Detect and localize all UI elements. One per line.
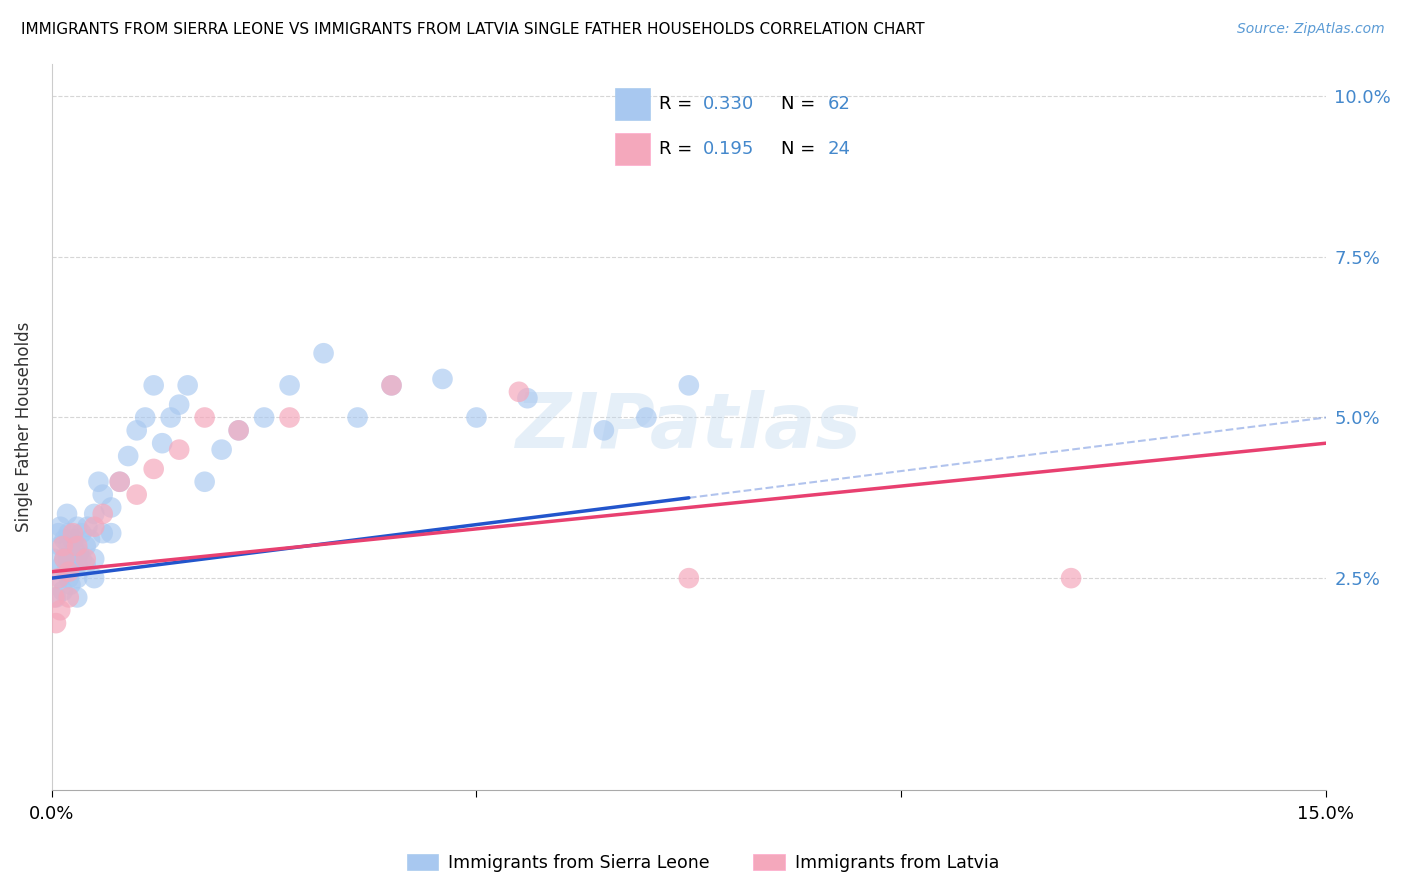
- Point: [194, 475, 217, 489]
- Point: [48, 571, 70, 585]
- Point: [380, 378, 402, 392]
- Point: [1060, 571, 1083, 585]
- Point: [58, 571, 80, 585]
- Point: [465, 410, 488, 425]
- Y-axis label: Single Father Households: Single Father Households: [15, 322, 32, 533]
- Point: [278, 410, 301, 425]
- Point: [45, 616, 67, 631]
- Point: [58, 539, 80, 553]
- Point: [91, 526, 114, 541]
- Point: [51, 558, 73, 573]
- Point: [75, 552, 97, 566]
- Point: [108, 475, 131, 489]
- Point: [76, 520, 98, 534]
- Point: [58, 552, 80, 566]
- Text: ZIPatlas: ZIPatlas: [516, 390, 862, 464]
- Text: IMMIGRANTS FROM SIERRA LEONE VS IMMIGRANTS FROM LATVIA SINGLE FATHER HOUSEHOLDS : IMMIGRANTS FROM SIERRA LEONE VS IMMIGRAN…: [21, 22, 925, 37]
- Point: [83, 520, 105, 534]
- Point: [593, 423, 616, 437]
- Point: [66, 520, 89, 534]
- Point: [211, 442, 233, 457]
- Point: [58, 565, 80, 579]
- Point: [150, 436, 173, 450]
- Point: [253, 410, 276, 425]
- Point: [134, 410, 156, 425]
- Point: [83, 571, 105, 585]
- Point: [278, 378, 301, 392]
- Point: [49, 571, 72, 585]
- Point: [346, 410, 368, 425]
- Point: [117, 449, 139, 463]
- Legend: Immigrants from Sierra Leone, Immigrants from Latvia: Immigrants from Sierra Leone, Immigrants…: [399, 847, 1007, 879]
- Point: [228, 423, 250, 437]
- Point: [70, 526, 93, 541]
- Point: [65, 545, 87, 559]
- Point: [58, 591, 80, 605]
- Point: [142, 462, 165, 476]
- Point: [44, 552, 66, 566]
- Point: [678, 571, 700, 585]
- Point: [59, 577, 82, 591]
- Point: [87, 475, 110, 489]
- Point: [45, 591, 67, 605]
- Point: [53, 552, 76, 566]
- Point: [52, 584, 75, 599]
- Point: [53, 533, 76, 547]
- Point: [636, 410, 658, 425]
- Point: [62, 533, 84, 547]
- Point: [66, 539, 89, 553]
- Point: [49, 520, 72, 534]
- Point: [56, 507, 79, 521]
- Point: [53, 552, 76, 566]
- Point: [125, 487, 148, 501]
- Point: [55, 565, 77, 579]
- Point: [125, 423, 148, 437]
- Point: [58, 526, 80, 541]
- Point: [678, 378, 700, 392]
- Point: [75, 558, 97, 573]
- Point: [176, 378, 198, 392]
- Point: [100, 500, 122, 515]
- Point: [159, 410, 181, 425]
- Point: [91, 487, 114, 501]
- Point: [66, 591, 89, 605]
- Point: [100, 526, 122, 541]
- Point: [508, 384, 530, 399]
- Point: [75, 539, 97, 553]
- Point: [49, 603, 72, 617]
- Point: [52, 539, 75, 553]
- Point: [380, 378, 402, 392]
- Point: [432, 372, 454, 386]
- Point: [167, 442, 190, 457]
- Point: [66, 571, 89, 585]
- Point: [67, 545, 90, 559]
- Point: [83, 552, 105, 566]
- Point: [62, 526, 84, 541]
- Point: [312, 346, 335, 360]
- Point: [70, 552, 93, 566]
- Point: [66, 558, 89, 573]
- Point: [167, 398, 190, 412]
- Point: [91, 507, 114, 521]
- Text: Source: ZipAtlas.com: Source: ZipAtlas.com: [1237, 22, 1385, 37]
- Point: [79, 533, 101, 547]
- Point: [62, 558, 84, 573]
- Point: [49, 539, 72, 553]
- Point: [83, 507, 105, 521]
- Point: [108, 475, 131, 489]
- Point: [48, 526, 70, 541]
- Point: [194, 410, 217, 425]
- Point: [228, 423, 250, 437]
- Point: [516, 391, 538, 405]
- Point: [44, 591, 66, 605]
- Point: [142, 378, 165, 392]
